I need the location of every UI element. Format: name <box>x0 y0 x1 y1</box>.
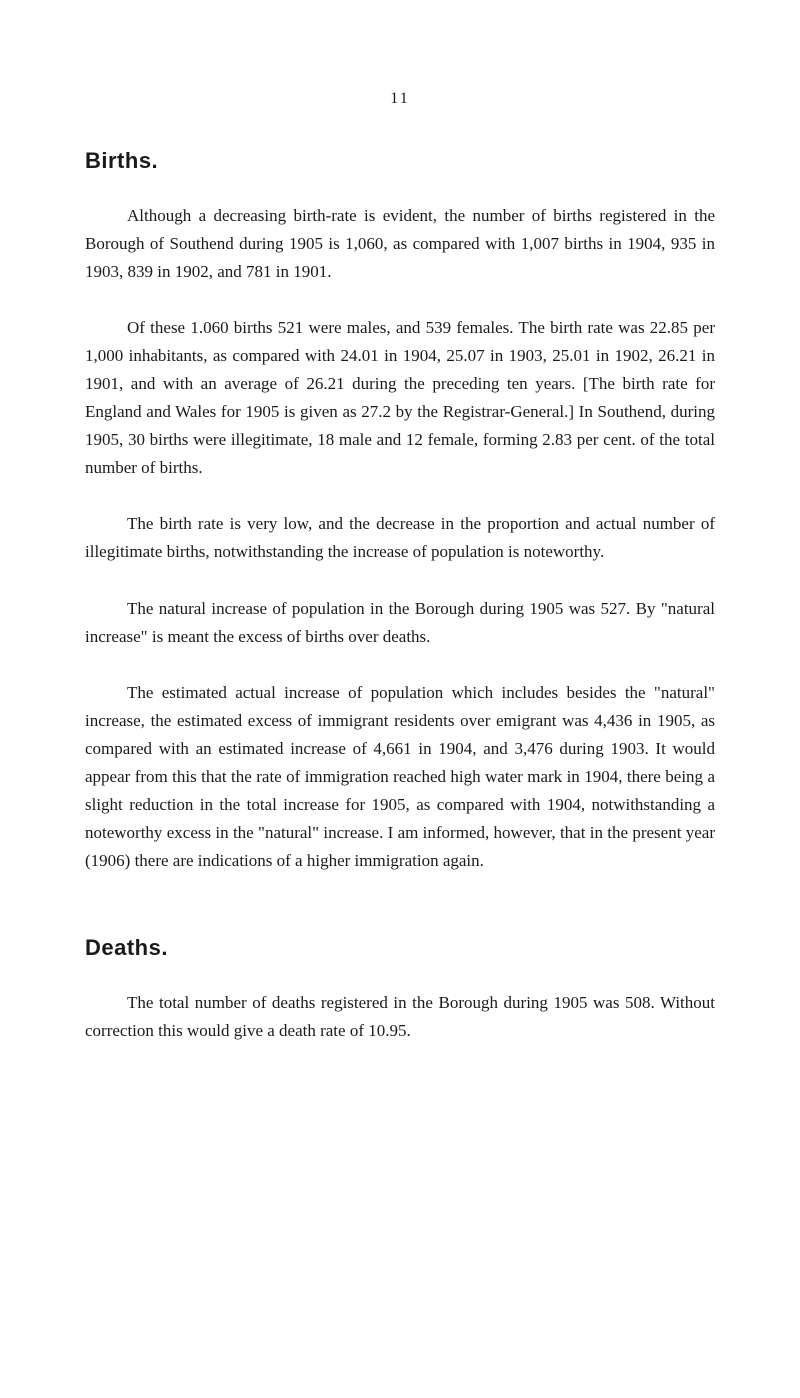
births-paragraph-3: The birth rate is very low, and the decr… <box>85 510 715 566</box>
births-heading: Births. <box>85 148 715 174</box>
deaths-heading: Deaths. <box>85 935 715 961</box>
births-paragraph-4: The natural increase of population in th… <box>85 595 715 651</box>
page-number: 11 <box>85 90 715 108</box>
births-paragraph-5: The estimated actual increase of populat… <box>85 679 715 875</box>
deaths-paragraph-1: The total number of deaths registered in… <box>85 989 715 1045</box>
births-paragraph-1: Although a decreasing birth-rate is evid… <box>85 202 715 286</box>
births-paragraph-2: Of these 1.060 births 521 were males, an… <box>85 314 715 482</box>
